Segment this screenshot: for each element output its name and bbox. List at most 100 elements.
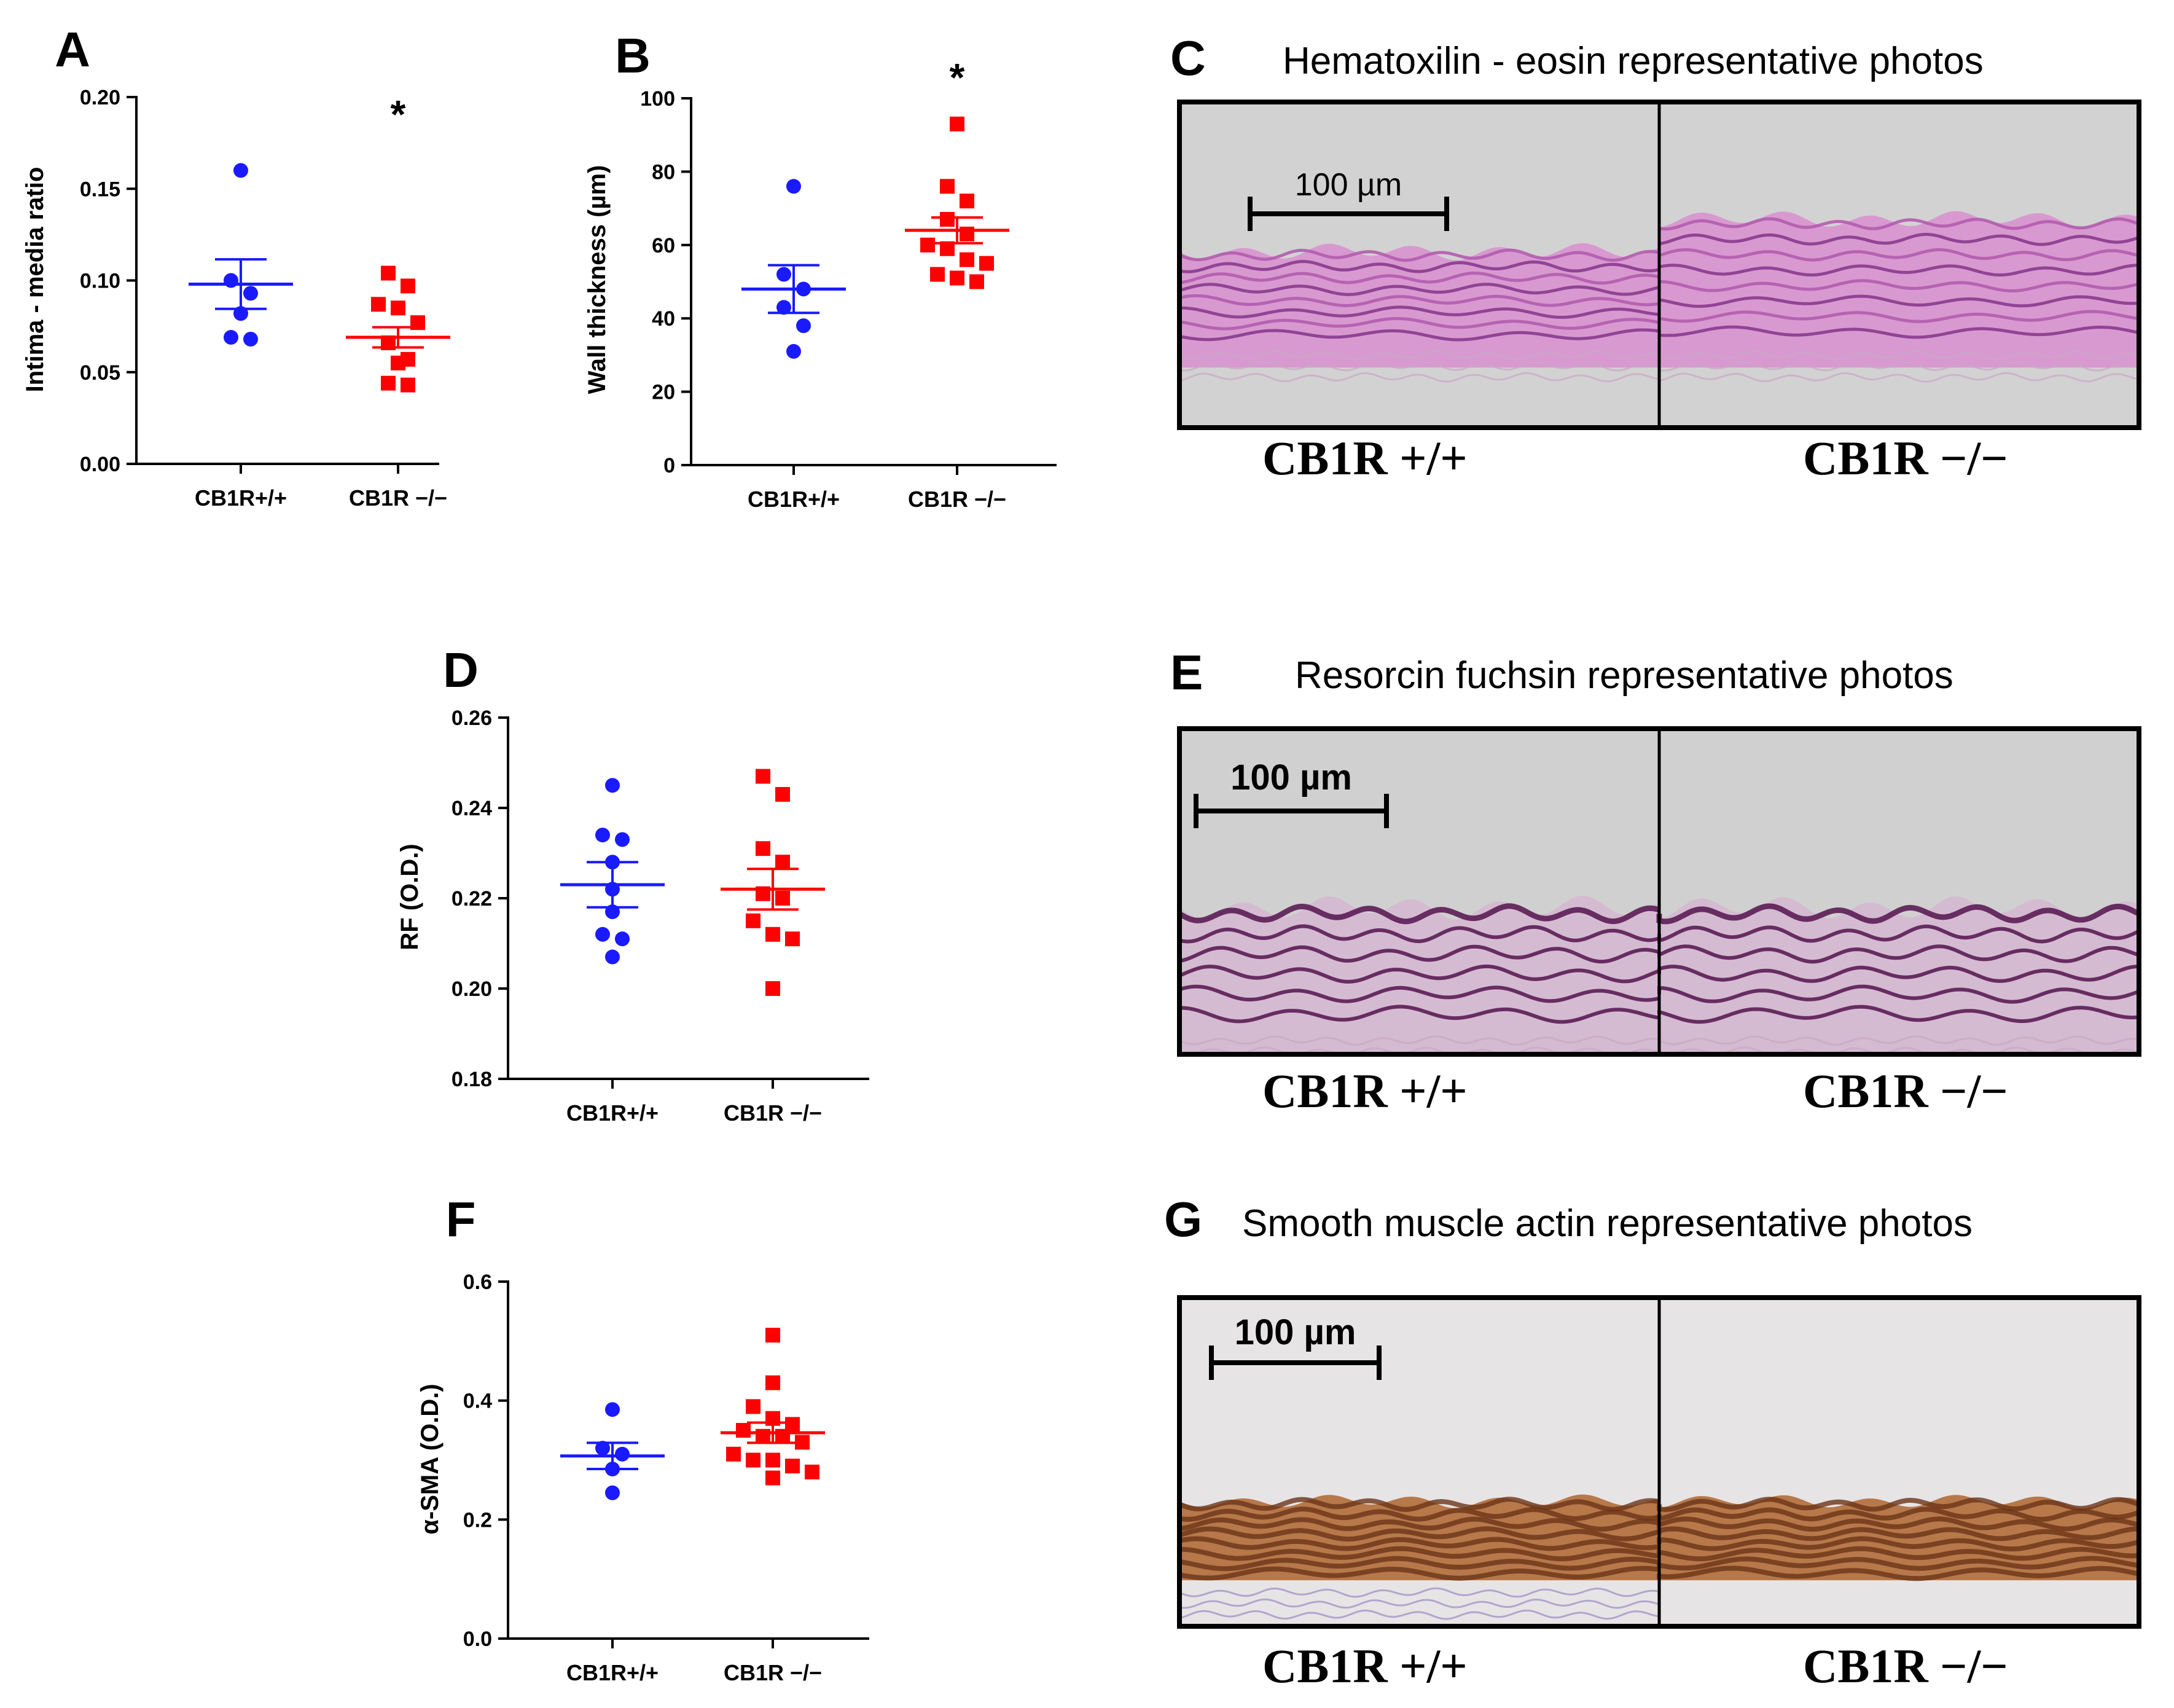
y-axis-title: Intima - media ratio (22, 167, 49, 393)
photo-title-c: Hematoxilin - eosin representative photo… (1283, 40, 1984, 82)
panel-letter-c: C (1170, 31, 1206, 85)
tissue-fiber (1179, 1516, 1659, 1532)
tissue-fiber (1657, 325, 2139, 339)
series-wt (560, 778, 665, 965)
tissue-fiber (1179, 328, 1659, 342)
data-point (381, 265, 396, 281)
x-category-label: CB1R+/+ (195, 485, 287, 511)
y-tick-label: 0 (663, 454, 675, 477)
y-tick-label: 100 (640, 87, 675, 111)
y-tick-label: 0.15 (80, 178, 120, 201)
data-point (746, 1399, 761, 1414)
tissue-fiber (1657, 944, 2139, 964)
data-point (401, 377, 415, 393)
data-point (969, 274, 984, 289)
tissue-fiber (1657, 965, 2139, 983)
series-wt (189, 163, 293, 347)
tissue-section-ko (1657, 211, 2139, 383)
tissue-fiber (1657, 1005, 2139, 1024)
y-tick-label: 80 (652, 160, 675, 184)
data-point (595, 1441, 610, 1456)
y-tick-label: 0.05 (80, 361, 120, 385)
y-axis-title: Wall thickness (µm) (584, 165, 611, 394)
adventitia-fiber (1179, 1587, 1659, 1598)
tissue-fiber (1179, 271, 1659, 285)
y-tick-label: 40 (652, 307, 675, 331)
y-tick-label: 0.10 (80, 270, 120, 293)
tissue-fiber (1179, 1565, 1659, 1581)
adventitia-fiber (1179, 1046, 1659, 1054)
adventitia-fiber (1179, 361, 1659, 372)
tissue-band (1659, 211, 2139, 368)
x-category-label: CB1R+/+ (748, 487, 840, 512)
data-point (243, 286, 258, 301)
data-point (726, 1446, 741, 1462)
tissue-fiber (1179, 1536, 1659, 1551)
adventitia-fiber (1179, 350, 1659, 361)
adventitia-fiber (1658, 1046, 2139, 1054)
tissue-fiber (1657, 294, 2139, 308)
x-category-label: CB1R+/+ (566, 1660, 659, 1685)
y-tick-label: 0.20 (452, 977, 492, 1001)
y-tick-label: 0.2 (463, 1508, 492, 1532)
scale-bar-label: 100 µm (1295, 167, 1402, 203)
significance-star: * (950, 55, 965, 100)
genotype-label-e-ko: CB1R −/− (1803, 1064, 2008, 1118)
chart-panel-b: B 0 20 40 60 80 100 CB1R+/+ CB1R −/− Wall thickne… (584, 28, 1057, 512)
data-point (786, 179, 801, 194)
tissue-fiber (1179, 248, 1659, 262)
data-point (776, 300, 791, 315)
tissue-fiber (1657, 1526, 2139, 1542)
tissue-fiber (1657, 1546, 2139, 1562)
tissue-fiber (1179, 294, 1659, 307)
tissue-fiber (1179, 944, 1659, 964)
data-point (746, 1452, 761, 1468)
micrograph-g: 100 µm (1177, 1295, 2141, 1629)
data-point (605, 949, 620, 965)
photo-panel-e: E Resorcin fuchsin representative photos… (1170, 645, 2141, 1118)
data-point (765, 926, 780, 942)
data-point (401, 278, 415, 294)
data-point (950, 270, 964, 286)
adventitia-fiber (1659, 1035, 2139, 1046)
panel-letter-e: E (1170, 645, 1203, 700)
chart-panel-f: F 0.0 0.2 0.4 0.6 CB1R+/+ CB1R −/− α-SMA (O.D.) (416, 1192, 869, 1685)
data-point (605, 1402, 620, 1417)
y-tick-label: 0.20 (80, 86, 120, 109)
panel-letter-a: A (55, 22, 90, 77)
scale-bar: 100 µm (1194, 758, 1389, 828)
chart-panel-a: A 0.00 0.05 0.10 0.15 0.20 CB1R+/+ CB1R −/− Inti… (22, 22, 450, 511)
y-axis-title: RF (O.D.) (396, 844, 423, 950)
tissue-fiber (1657, 248, 2139, 262)
data-point (785, 931, 800, 947)
adventitia-fiber (1659, 350, 2139, 361)
data-point (775, 786, 790, 802)
photo-panel-c: C Hematoxilin - eosin representative pho… (1170, 31, 2141, 485)
tissue-fiber (1179, 316, 1659, 331)
data-point (950, 116, 964, 131)
x-category-label: CB1R −/− (724, 1660, 822, 1685)
adventitia-fiber (1658, 361, 2139, 372)
tissue-fiber (1657, 233, 2139, 246)
y-axis-title: α-SMA (O.D.) (416, 1384, 444, 1534)
data-point (595, 926, 610, 942)
data-point (920, 237, 935, 253)
series-ko (905, 116, 1009, 289)
data-point (615, 931, 630, 947)
series-wt (560, 1402, 665, 1500)
adventitia-fiber (1179, 1035, 1659, 1046)
tissue-fiber (1657, 217, 2139, 231)
x-category-label: CB1R −/− (724, 1100, 822, 1126)
genotype-label-e-wt: CB1R +/+ (1262, 1064, 1468, 1118)
tissue-fiber (1179, 1556, 1659, 1572)
tissue-fiber (1657, 310, 2139, 323)
data-point (805, 1464, 819, 1479)
photo-panel-g: G Smooth muscle actin representative pho… (1164, 1192, 2141, 1693)
tissue-fiber (1657, 1536, 2139, 1552)
data-point (775, 855, 790, 870)
tissue-fiber (1657, 1556, 2139, 1571)
chart-panel-d: D 0.18 0.20 0.22 0.24 0.26 CB1R+/+ CB1R −/− RF (… (396, 643, 869, 1126)
data-point (930, 267, 945, 282)
tissue-fiber (1657, 1516, 2139, 1532)
y-tick-label: 0.18 (452, 1068, 492, 1091)
